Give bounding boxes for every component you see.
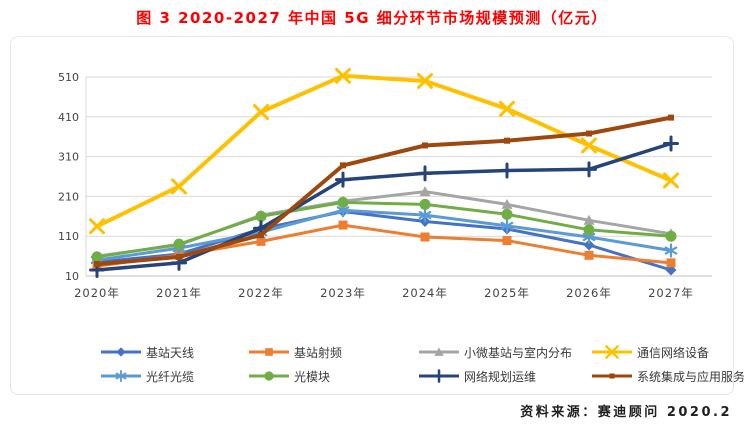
legend-item-5: 光纤光缆 xyxy=(100,368,194,384)
legend-item-1: 基站天线 xyxy=(100,344,194,360)
legend-marker-square-small-icon xyxy=(592,373,632,379)
svg-text:10: 10 xyxy=(65,270,79,283)
legend-label: 光模块 xyxy=(294,369,331,384)
legend-item-4: 通信网络设备 xyxy=(591,344,709,360)
legend-label: 基站射频 xyxy=(294,345,343,360)
source-note: 资料来源：赛迪顾问 2020.2 xyxy=(520,405,732,420)
legend-label: 小微基站与室内分布 xyxy=(464,345,573,360)
legend-item-2: 基站射频 xyxy=(248,344,342,360)
legend-marker-circle-icon xyxy=(249,371,289,381)
svg-text:310: 310 xyxy=(58,151,79,164)
legend-marker-diamond-icon xyxy=(101,347,141,357)
svg-text:2025年: 2025年 xyxy=(484,286,530,300)
legend-label: 通信网络设备 xyxy=(637,345,710,360)
legend-label: 系统集成与应用服务 xyxy=(637,369,744,384)
svg-text:2020年: 2020年 xyxy=(74,286,120,300)
svg-text:2022年: 2022年 xyxy=(238,286,284,300)
legend-item-7: 网络规划运维 xyxy=(418,368,536,384)
legend-label: 基站天线 xyxy=(146,345,195,360)
legend-marker-x-icon xyxy=(592,345,632,359)
svg-text:210: 210 xyxy=(58,190,79,203)
legend-marker-plus-icon xyxy=(419,369,459,383)
svg-text:2026年: 2026年 xyxy=(566,286,612,300)
legend-item-6: 光模块 xyxy=(248,368,330,384)
svg-text:2023年: 2023年 xyxy=(320,286,366,300)
legend-marker-square-icon xyxy=(249,348,289,356)
svg-text:2027年: 2027年 xyxy=(648,286,694,300)
svg-text:110: 110 xyxy=(58,230,79,243)
chart-title: 图 3 2020-2027 年中国 5G 细分环节市场规模预测（亿元） xyxy=(136,9,608,27)
svg-text:2021年: 2021年 xyxy=(156,286,202,300)
legend-item-8: 系统集成与应用服务 xyxy=(591,368,744,384)
legend-marker-asterisk-icon xyxy=(101,369,141,383)
svg-text:410: 410 xyxy=(58,111,79,124)
legend-item-3: 小微基站与室内分布 xyxy=(418,344,572,360)
svg-text:510: 510 xyxy=(58,71,79,84)
legend-marker-triangle-icon xyxy=(419,347,459,356)
svg-text:2024年: 2024年 xyxy=(402,286,448,300)
legend-label: 光纤光缆 xyxy=(146,369,195,384)
legend-label: 网络规划运维 xyxy=(464,369,537,384)
